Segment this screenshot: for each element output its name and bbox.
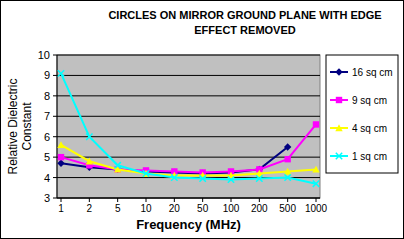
- data-point: [312, 166, 319, 173]
- grid-line: [57, 198, 320, 199]
- legend-marker: [335, 124, 342, 131]
- x-tick: [61, 198, 62, 202]
- x-tick: [89, 198, 90, 202]
- data-point: [114, 162, 120, 168]
- legend-label: 1 sq cm: [352, 151, 387, 162]
- y-axis: [57, 55, 58, 198]
- y-tick: [53, 55, 57, 56]
- data-point: [284, 168, 291, 175]
- y-tick: [53, 177, 57, 178]
- y-tick-label: 5: [44, 151, 50, 163]
- data-point: [284, 174, 290, 180]
- data-point: [313, 181, 319, 187]
- series-group: [57, 70, 319, 187]
- x-tick: [174, 198, 175, 202]
- legend-label: 4 sq cm: [352, 123, 387, 134]
- data-point: [57, 141, 64, 148]
- y-tick: [53, 95, 57, 96]
- data-point: [86, 158, 93, 165]
- y-tick-label: 10: [38, 49, 50, 61]
- x-tick: [231, 198, 232, 202]
- legend-label: 9 sq cm: [352, 95, 387, 106]
- x-tick: [316, 198, 317, 202]
- legend-label: 16 sq cm: [352, 67, 393, 78]
- y-tick: [53, 116, 57, 117]
- y-tick-label: 9: [44, 69, 50, 81]
- legend-marker: [336, 153, 342, 159]
- x-tick-label: 100: [223, 203, 240, 214]
- y-tick-label: 7: [44, 110, 50, 122]
- data-point: [58, 154, 64, 160]
- data-point: [284, 156, 290, 162]
- chart-title: CIRCLES ON MIRROR GROUND PLANE WITH EDGE…: [108, 9, 381, 36]
- data-point: [57, 160, 64, 167]
- series-line: [61, 145, 316, 176]
- y-tick-label: 8: [44, 90, 50, 102]
- x-tick-label: 500: [279, 203, 296, 214]
- x-tick-label: 10: [140, 203, 152, 214]
- x-tick: [117, 198, 118, 202]
- data-point: [228, 176, 234, 182]
- x-axis-title: Frequency (MHz): [136, 217, 241, 232]
- x-tick-label: 20: [169, 203, 181, 214]
- data-point: [199, 175, 205, 181]
- x-tick: [146, 198, 147, 202]
- grid-line: [57, 75, 320, 76]
- series-line: [61, 73, 316, 183]
- x-tick-label: 2: [87, 203, 93, 214]
- grid-line: [57, 95, 320, 96]
- grid-line: [57, 157, 320, 158]
- x-tick: [202, 198, 203, 202]
- x-tick-label: 1: [58, 203, 64, 214]
- x-axis: [57, 198, 320, 199]
- data-point: [284, 143, 291, 150]
- x-tick-label: 200: [251, 203, 268, 214]
- y-tick-label: 4: [44, 172, 50, 184]
- y-tick-label: 6: [44, 131, 50, 143]
- grid-line: [57, 55, 320, 56]
- data-point: [313, 121, 319, 127]
- x-tick-label: 1000: [305, 203, 328, 214]
- y-tick: [53, 75, 57, 76]
- y-tick: [53, 136, 57, 137]
- data-point: [171, 174, 177, 180]
- data-point: [58, 70, 64, 76]
- legend-marker: [335, 68, 342, 75]
- y-tick: [53, 157, 57, 158]
- data-point: [86, 134, 92, 140]
- x-tick-label: 50: [197, 203, 209, 214]
- data-point: [143, 170, 149, 176]
- data-point: [256, 175, 262, 181]
- plot-area: [57, 55, 320, 198]
- y-tick-label: 3: [44, 192, 50, 204]
- x-tick: [287, 198, 288, 202]
- chart: CIRCLES ON MIRROR GROUND PLANE WITH EDGE…: [0, 0, 404, 239]
- x-tick: [259, 198, 260, 202]
- chart-frame: [1, 1, 404, 239]
- legend-marker: [336, 97, 342, 103]
- x-tick-label: 5: [115, 203, 121, 214]
- y-axis-title: Relative DielectricConstant: [6, 78, 34, 174]
- y-tick: [53, 198, 57, 199]
- legend: [326, 55, 398, 173]
- grid-line: [57, 136, 320, 137]
- grid-line: [57, 116, 320, 117]
- series-line: [61, 124, 316, 172]
